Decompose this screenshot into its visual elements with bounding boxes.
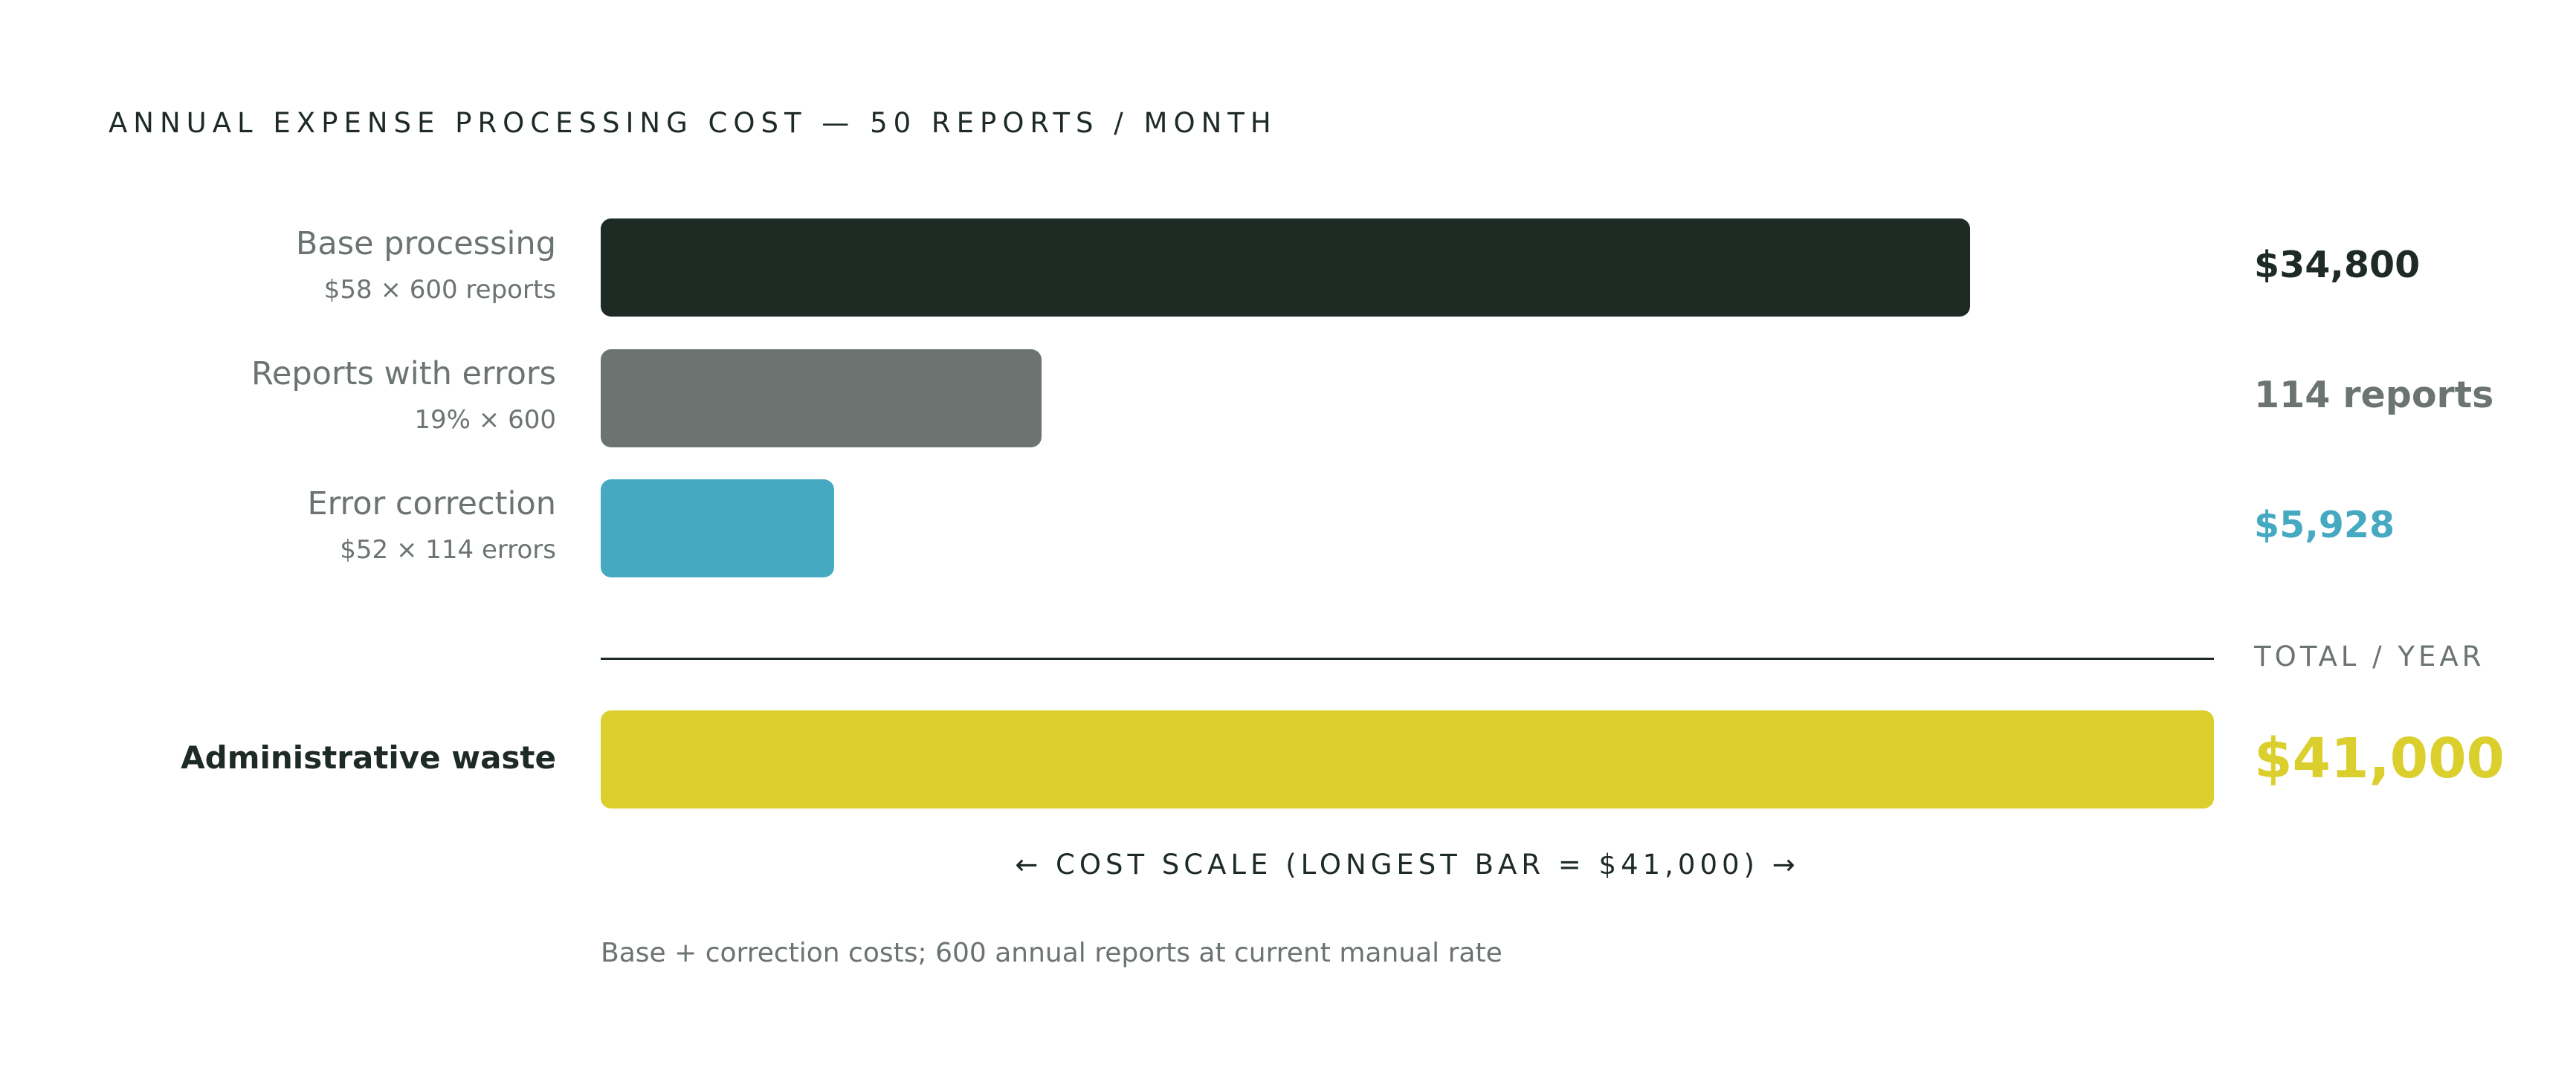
row-label-main: Error correction [307, 485, 556, 522]
total-caption: TOTAL / YEAR [2254, 641, 2485, 673]
value-reports-with-errors: 114 reports [2254, 374, 2494, 416]
value-error-correction: $5,928 [2254, 504, 2395, 546]
footnote: Base + correction costs; 600 annual repo… [601, 938, 1502, 968]
row-label-reports-with-errors: Reports with errors 19% × 600 [251, 354, 556, 436]
row-label-sub: $58 × 600 reports [323, 275, 556, 305]
row-label-main: Base processing [295, 225, 556, 262]
row-label-main: Reports with errors [251, 355, 556, 392]
bar-administrative-waste [601, 710, 2214, 809]
row-label-base-processing: Base processing $58 × 600 reports [296, 224, 556, 306]
value-administrative-waste: $41,000 [2254, 727, 2505, 791]
row-label-main: Administrative waste [181, 739, 556, 776]
bar-base-processing [601, 218, 1970, 317]
row-label-error-correction: Error correction $52 × 114 errors [307, 485, 556, 566]
bar-reports-with-errors [601, 349, 1042, 447]
row-label-sub: $52 × 114 errors [340, 535, 556, 565]
chart-title: ANNUAL EXPENSE PROCESSING COST — 50 REPO… [109, 107, 1277, 139]
value-base-processing: $34,800 [2254, 244, 2421, 286]
bar-error-correction [601, 479, 834, 577]
row-label-administrative-waste: Administrative waste [181, 739, 556, 777]
scale-note: ← COST SCALE (LONGEST BAR = $41,000) → [1015, 849, 1800, 881]
row-label-sub: 19% × 600 [414, 405, 556, 435]
total-divider [601, 658, 2214, 660]
